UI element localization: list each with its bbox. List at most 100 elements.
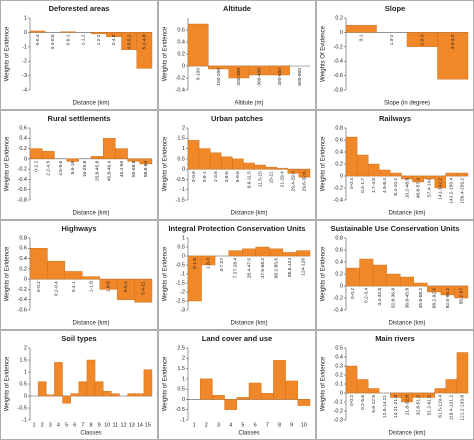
y-tick-label: -1	[22, 417, 27, 423]
y-axis-label: Weights of Evidence	[5, 26, 11, 81]
category-label: 0-0.4	[35, 34, 41, 45]
bar	[367, 163, 380, 177]
category-label: 0-0.2	[349, 395, 355, 406]
y-tick-label: -0.2	[18, 167, 27, 173]
category-label: 3.6-6	[224, 171, 230, 182]
bar	[423, 392, 435, 398]
bar	[345, 25, 377, 33]
bar	[139, 158, 153, 165]
y-axis-label: Weights of Evidence	[321, 356, 327, 411]
panel-title: Land cover and use	[202, 334, 272, 343]
y-tick-label: 0.6	[335, 247, 343, 253]
category-label: 2.0-3	[420, 34, 426, 45]
y-tick-label: 2	[182, 125, 185, 131]
y-tick-label: -0.4	[334, 59, 343, 65]
y-tick-label: 0.6	[177, 27, 185, 33]
category-label: 51.2-61.5	[426, 395, 432, 416]
panel-title: Railways	[379, 114, 411, 123]
y-tick-label: 0.4	[177, 39, 185, 45]
bar	[254, 164, 266, 170]
y-tick-label: 0.2	[19, 266, 27, 272]
bar	[199, 378, 213, 400]
y-tick-label: -1	[180, 417, 185, 423]
category-label: 2	[41, 422, 44, 428]
bar	[136, 32, 153, 69]
category-label: 9	[98, 422, 101, 428]
bar	[269, 65, 290, 76]
y-tick-label: -4	[22, 87, 27, 93]
category-label: 0-2.2	[33, 161, 39, 172]
y-axis-label: Weights of Evidence	[5, 356, 11, 411]
y-tick-label: 0	[24, 277, 27, 283]
category-label: 12	[120, 422, 126, 428]
x-axis-label: Distance (km)	[230, 211, 267, 217]
y-tick-label: -0.2	[334, 44, 343, 50]
y-tick-label: -0.2	[334, 185, 343, 191]
bar	[265, 166, 277, 170]
category-label: 2-4.5	[111, 34, 117, 45]
y-tick-label: 0.8	[335, 235, 343, 241]
category-label: 141-142.2	[438, 178, 444, 200]
y-tick-label: -0.4	[18, 177, 27, 183]
bar	[456, 172, 469, 177]
category-label: 12.5-14.21	[382, 395, 388, 418]
x-axis-label: Distance (km)	[388, 431, 425, 437]
bar	[434, 175, 447, 189]
panel-border	[158, 110, 316, 220]
panel-title: Altitude	[223, 4, 251, 13]
bar	[232, 158, 244, 170]
y-tick-label: 0.8	[19, 235, 27, 241]
bar	[135, 393, 145, 397]
category-label: 5.2-4.8	[142, 34, 148, 49]
category-label: 1.0-2	[389, 34, 395, 45]
category-label: 13	[129, 422, 135, 428]
category-label: 8	[89, 422, 92, 428]
y-tick-label: 0.5	[19, 381, 27, 387]
y-tick-label: 0.4	[335, 259, 343, 265]
bar	[42, 150, 55, 160]
category-label: 9	[290, 422, 293, 428]
bar	[445, 172, 458, 177]
bar	[54, 362, 63, 397]
category-label: 2.2-4.5	[46, 161, 52, 176]
x-axis-label: Distance (km)	[230, 321, 267, 327]
category-label: 0-1.8	[192, 258, 198, 269]
category-label: 16-25.8	[82, 161, 88, 178]
bar	[345, 365, 358, 394]
category-label: 100-200	[216, 68, 222, 86]
category-label: 61.5-119.4	[438, 395, 444, 418]
category-label: 21-29.4	[280, 171, 286, 188]
y-tick-label: -0.8	[334, 87, 343, 93]
bar	[445, 379, 458, 394]
x-axis-label: Distance (km)	[388, 211, 425, 217]
category-label: 0-0.2	[36, 281, 42, 292]
y-tick-label: 0.2	[177, 51, 185, 57]
y-tick-label: 0.5	[177, 156, 185, 162]
category-label: 400-600	[277, 68, 283, 86]
y-tick-label: -1	[180, 271, 185, 277]
panel-border	[0, 110, 158, 220]
y-tick-label: -0.6	[334, 73, 343, 79]
bar	[437, 32, 469, 80]
y-tick-label: 0	[182, 397, 185, 403]
bar	[390, 172, 402, 177]
category-label: 14.21-21.8	[393, 395, 399, 418]
y-tick-label: -0.4	[18, 297, 27, 303]
category-label: 0-0.4	[349, 178, 355, 189]
category-label: 5.4-21	[141, 281, 147, 295]
bar	[198, 148, 211, 170]
bar	[29, 248, 48, 280]
category-label: 48.8-57.4	[415, 178, 421, 199]
category-label: 9.6-16	[70, 161, 76, 175]
category-label: 5.6-12.5	[371, 395, 377, 413]
category-label: 95.2-97	[458, 288, 464, 305]
category-label: 1	[33, 422, 36, 428]
bar	[454, 285, 469, 299]
y-axis-label: Weights Of Evidence	[321, 25, 327, 82]
y-tick-label: 0.4	[335, 149, 343, 155]
category-label: 142.2-156.4	[449, 178, 455, 204]
y-tick-label: 0	[24, 393, 27, 399]
category-label: 45.8-68.2	[418, 288, 424, 309]
category-label: 46.4-55	[119, 161, 125, 178]
y-tick-label: 0	[182, 167, 185, 173]
